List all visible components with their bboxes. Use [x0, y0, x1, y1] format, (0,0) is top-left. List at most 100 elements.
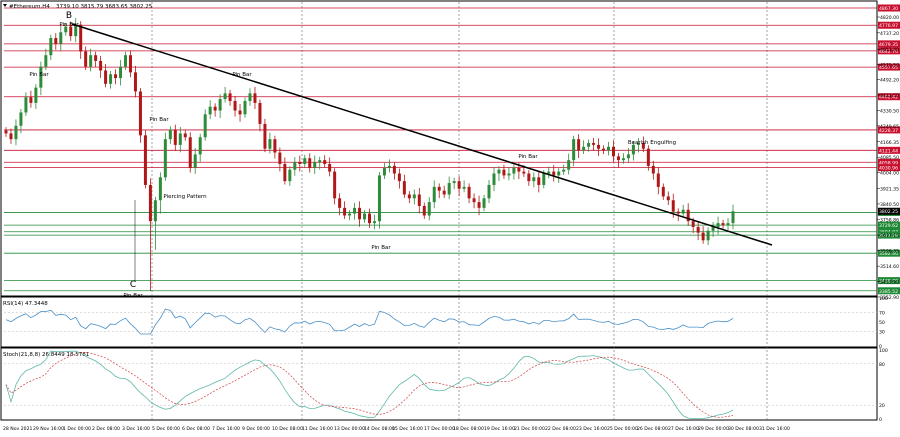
- candle-body: [557, 171, 561, 176]
- time-label: 14 Dec 08:00: [364, 426, 395, 432]
- time-label: 23 Dec 16:00: [576, 426, 607, 432]
- candle-body: [308, 158, 312, 168]
- candle-body: [592, 142, 596, 145]
- stoch-axis-label: 100: [879, 348, 888, 354]
- stoch-main-line: [5, 350, 734, 419]
- time-label: 5 Dec 00:00: [152, 426, 180, 432]
- candle-body: [507, 173, 511, 176]
- resistance-price-tag: [878, 146, 900, 154]
- candle-body: [467, 186, 471, 199]
- stoch-axis-label: 20: [879, 403, 885, 409]
- candle-body: [233, 100, 237, 111]
- candle-body: [602, 148, 606, 151]
- candle-body: [397, 173, 401, 182]
- candle-body: [701, 232, 705, 241]
- candle-body: [133, 72, 137, 92]
- price-tick-label: 3352.90: [880, 295, 899, 301]
- candle-body: [522, 171, 526, 174]
- candle-body: [621, 158, 625, 161]
- time-label: 3 Dec 16:00: [122, 426, 150, 432]
- price-tick-label: 4820.00: [880, 15, 899, 21]
- stoch-axis: 100 80 20 0: [4, 348, 888, 423]
- time-label: 6 Dec 08:00: [182, 426, 210, 432]
- annotation-label: B: [66, 11, 72, 21]
- price-tick-label: 4651.40: [880, 47, 899, 53]
- candle-body: [203, 114, 207, 138]
- trendline[interactable]: [71, 23, 773, 246]
- candle-body: [328, 163, 332, 172]
- candle-body: [253, 93, 257, 103]
- time-label: 25 Dec 00:00: [607, 426, 638, 432]
- candle-body: [502, 169, 506, 176]
- candle-body: [59, 32, 63, 44]
- price-tick-label: 4330.50: [880, 108, 899, 114]
- candle-body: [34, 87, 38, 103]
- candle-body: [691, 221, 695, 227]
- candle-body: [607, 146, 611, 151]
- candle-body: [472, 198, 476, 203]
- resistance-price-label: 4776.97: [879, 23, 898, 29]
- candle-body: [49, 38, 53, 56]
- main-chart-panel[interactable]: [0, 0, 878, 297]
- resistance-price-label: 4867.30: [879, 6, 898, 12]
- candle-body: [686, 209, 690, 222]
- chart-header: #Ethereum,H4 3739.10 3815.79 3683.65 380…: [3, 4, 153, 10]
- candle-body: [661, 186, 665, 197]
- candle-body: [273, 139, 277, 153]
- stoch-title: Stoch(21,8,8) 26.8449 18.5781: [3, 352, 89, 358]
- resistance-price-label: 4557.65: [879, 65, 898, 71]
- candle-body: [178, 133, 182, 145]
- candle-body: [348, 213, 352, 216]
- price-tick-label: 4492.20: [880, 78, 899, 84]
- candle-body: [407, 194, 411, 199]
- candle-body: [263, 123, 267, 149]
- candles: [4, 18, 735, 291]
- candle-body: [487, 184, 491, 199]
- resistance-price-tag: [878, 164, 900, 172]
- time-label: 21 Dec 00:00: [514, 426, 545, 432]
- support-price-tag: [878, 277, 900, 285]
- candle-body: [288, 169, 292, 182]
- candle-body: [542, 173, 546, 185]
- candle-body: [726, 223, 730, 226]
- time-label: 19 Dec 16:00: [484, 426, 515, 432]
- time-label: 2 Dec 08:00: [92, 426, 120, 432]
- candle-body: [343, 207, 347, 216]
- time-label: 30 Dec 08:00: [728, 426, 759, 432]
- resistance-price-label: 4228.37: [879, 128, 898, 134]
- time-label: 29 Dec 00:00: [698, 426, 729, 432]
- rsi-panel[interactable]: [0, 296, 878, 348]
- candle-body: [198, 137, 202, 155]
- stoch-axis-label: 0: [879, 417, 882, 423]
- candle-body: [716, 223, 720, 227]
- candle-body: [567, 160, 571, 170]
- time-label: 29 Nov 16:00: [33, 426, 64, 432]
- candle-body: [392, 165, 396, 174]
- candle-body: [54, 38, 58, 44]
- time-label: 28 Nov 2021: [3, 426, 32, 432]
- candle-body: [193, 154, 197, 168]
- candle-body: [19, 112, 23, 126]
- resistance-price-tag: [878, 40, 900, 48]
- candle-body: [731, 211, 735, 224]
- candle-body: [44, 55, 48, 67]
- price-tick-label: 3677.15: [880, 233, 899, 239]
- candle-body: [333, 171, 337, 199]
- time-label: 31 Dec 16:00: [759, 426, 790, 432]
- candle-body: [696, 226, 700, 233]
- candle-body: [318, 160, 322, 163]
- rsi-axis-label: 0: [879, 344, 882, 350]
- resistance-price-tag: [878, 63, 900, 71]
- time-label: 22 Dec 08:00: [545, 426, 576, 432]
- candle-body: [597, 144, 601, 149]
- price-tick-label: 3596.35: [880, 249, 899, 255]
- annotation-label: Pin Bar: [371, 245, 391, 251]
- dropdown-arrow-icon[interactable]: [3, 4, 7, 7]
- stoch-signal-line: [5, 351, 734, 418]
- candle-body: [283, 163, 287, 182]
- candle-body: [582, 146, 586, 151]
- candle-body: [24, 97, 28, 113]
- candle-body: [636, 142, 640, 145]
